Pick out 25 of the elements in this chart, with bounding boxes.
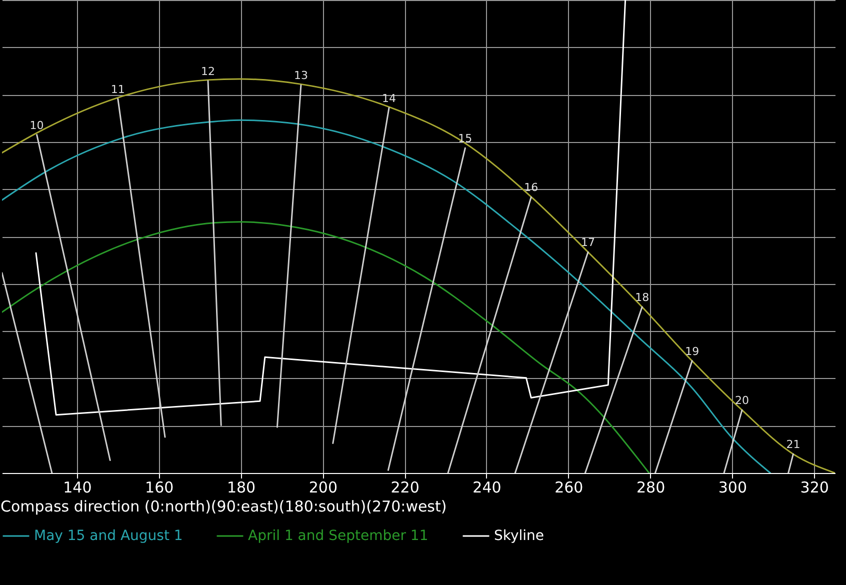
x-tick-label: 260 [554,478,584,496]
x-tick-label: 180 [226,478,256,496]
annotation: 19 [685,344,700,358]
annotation: 10 [30,118,44,132]
x-tick-label: 280 [636,478,666,496]
annotation: 11 [110,82,125,96]
x-tick-label: 220 [390,478,420,496]
annotation: 18 [635,290,650,304]
x-tick-label: 240 [472,478,502,496]
legend-label: May 15 and August 1 [34,528,183,544]
x-tick-label: 200 [308,478,338,496]
x-tick-label: 140 [63,478,92,496]
x-tick-label: 160 [145,478,174,496]
legend-label: April 1 and September 11 [248,528,428,544]
annotation: 12 [201,64,215,78]
x-tick-label: 300 [718,478,748,496]
annotation: 13 [294,69,308,82]
annotation: 21 [786,438,800,452]
annotation: 20 [735,394,750,408]
annotation: 17 [581,236,596,250]
legend-label: Skyline [494,528,544,544]
annotation: 15 [458,132,472,146]
x-tick-label: 320 [800,478,829,496]
annotation: 14 [382,92,396,105]
x-axis-title: Compass direction (0:north)(90:east)(180:south)(270:west) [0,498,447,516]
